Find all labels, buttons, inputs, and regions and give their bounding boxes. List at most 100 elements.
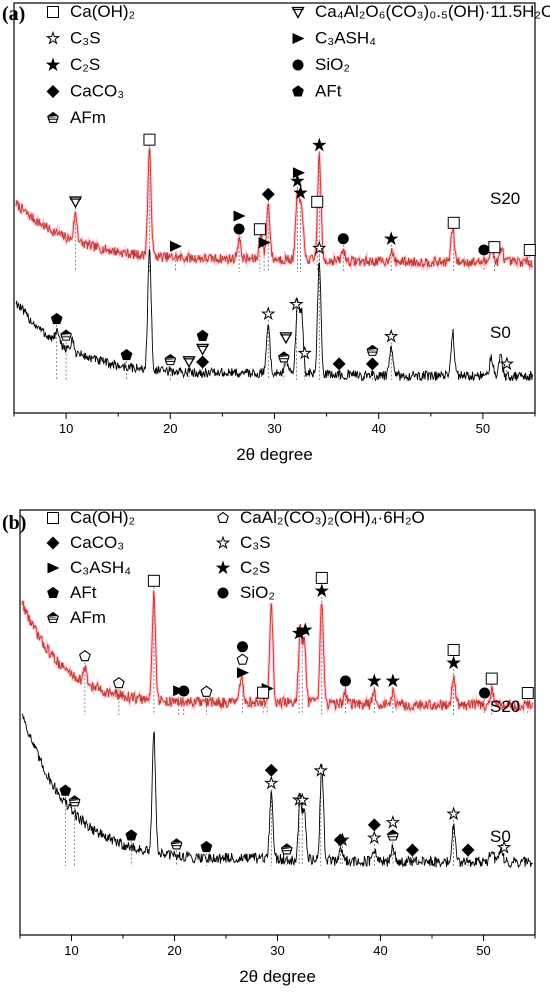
legend-filled-star-icon <box>45 57 61 72</box>
legend-label: C₃ASH₄ <box>315 29 376 48</box>
peak-marker-half-pentagon-icon <box>164 353 177 366</box>
peak-marker-open-star-icon <box>312 240 327 255</box>
peak-marker-filled-triangle-right-icon <box>236 667 249 679</box>
legend-entry: Ca(OH)₂ <box>47 508 135 527</box>
panel-b-peak-markers <box>59 571 534 857</box>
peak-marker-filled-diamond-icon <box>461 843 475 857</box>
legend-entry: C₃S <box>215 533 271 552</box>
peak-marker-open-square-icon <box>447 216 460 229</box>
panel-a-x-ticks: 10 20 30 40 50 <box>13 413 536 436</box>
panel-b-x-axis-title: 2θ degree <box>239 967 316 986</box>
peak-marker-open-square-icon <box>257 686 270 699</box>
legend-open-star-icon <box>45 30 61 45</box>
legend-entry: CaCO₃ <box>46 533 124 552</box>
series-line-s20 <box>21 590 533 712</box>
panel-b-series-lines <box>20 590 535 869</box>
series-label-s0: S0 <box>490 323 511 342</box>
legend-filled-diamond-icon <box>46 536 60 550</box>
peak-marker-filled-pentagon-icon <box>50 312 63 325</box>
peak-marker-open-star-icon <box>289 296 304 311</box>
legend-open-pentagon-icon <box>217 511 229 524</box>
legend-open-triangle-down-icon <box>291 6 305 19</box>
legend-entry: AFm <box>47 608 106 627</box>
series-line-s0 <box>15 248 533 382</box>
legend-filled-circle-icon <box>217 587 229 599</box>
legend-label: AFm <box>70 608 106 627</box>
peak-marker-open-square-icon <box>523 243 536 256</box>
x-tick-label: 10 <box>64 943 78 958</box>
peak-marker-filled-star-icon <box>312 137 327 152</box>
legend-label: CaCO₃ <box>70 533 124 552</box>
peak-marker-filled-triangle-right-icon <box>292 167 305 179</box>
series-line-s0 <box>21 713 533 869</box>
legend-filled-triangle-right-icon <box>292 33 305 44</box>
peak-marker-open-star-icon <box>383 328 399 343</box>
peak-marker-open-star-icon <box>385 814 401 829</box>
peak-marker-filled-diamond-icon <box>264 763 278 777</box>
peak-marker-open-pentagon-icon <box>236 653 249 665</box>
legend-half-pentagon-icon <box>47 111 59 123</box>
peak-marker-filled-circle-icon <box>479 687 491 699</box>
legend-label: C₃ASH₄ <box>70 558 131 577</box>
peak-marker-open-triangle-down-icon <box>182 356 196 369</box>
legend-entry: AFt <box>47 583 97 602</box>
legend-open-square-icon <box>47 512 59 524</box>
legend-label: AFt <box>70 583 97 602</box>
legend-filled-triangle-right-icon <box>47 562 60 574</box>
peak-marker-open-pentagon-icon <box>200 685 213 697</box>
peak-marker-half-pentagon-icon <box>170 838 183 850</box>
peak-marker-half-pentagon-icon <box>366 344 379 356</box>
peak-marker-filled-triangle-right-icon <box>258 237 271 249</box>
legend-entry: AFm <box>47 108 106 127</box>
peak-marker-filled-circle-icon <box>178 685 190 697</box>
peak-marker-filled-diamond-icon <box>261 187 275 201</box>
panel-a: (a) Ca(OH)₂C₃SC₂SCaCO₃AFmCa₄Al₂O₆(CO₃)₀.… <box>2 2 550 464</box>
peak-marker-filled-triangle-right-icon <box>233 210 246 222</box>
legend-filled-pentagon-icon <box>47 586 59 599</box>
legend-filled-pentagon-icon <box>292 85 304 97</box>
x-tick-label: 30 <box>270 943 284 958</box>
legend-label: SiO₂ <box>315 55 350 74</box>
panel-a-series-labels: S20 S0 <box>490 189 520 342</box>
peak-marker-filled-diamond-icon <box>332 357 346 371</box>
x-tick-label: 50 <box>476 421 490 436</box>
panel-b-legend: Ca(OH)₂ CaCO₃ C₃ASH₄ AFt AFm CaAl₂(CO₃)₂(OH)₄… <box>46 508 425 627</box>
legend-filled-star-icon <box>215 560 231 575</box>
peak-marker-open-square-icon <box>253 223 266 236</box>
legend-half-pentagon-icon <box>47 611 59 624</box>
peak-marker-open-square-icon <box>311 195 324 208</box>
legend-filled-circle-icon <box>292 59 304 71</box>
peak-marker-filled-star-icon <box>293 185 308 200</box>
peak-marker-filled-circle-icon <box>236 641 248 653</box>
x-tick-label: 40 <box>371 421 385 436</box>
peak-marker-filled-star-icon <box>298 622 313 637</box>
peak-marker-filled-pentagon-icon <box>196 329 209 341</box>
panel-a-legend: Ca(OH)₂ C₃S C₂S CaCO₃ AFm Ca₄Al₂O₆(CO₃)₀.₅(OH… <box>45 2 550 127</box>
peak-marker-open-triangle-down-icon <box>68 196 83 209</box>
peak-marker-filled-diamond-icon <box>367 818 381 832</box>
x-tick-label: 20 <box>163 421 177 436</box>
peak-marker-open-star-icon <box>446 806 461 821</box>
peak-marker-filled-pentagon-icon <box>59 784 72 796</box>
peak-marker-filled-circle-icon <box>233 223 245 235</box>
peak-marker-open-star-icon <box>264 775 279 790</box>
legend-label: CaAl₂(CO₃)₂(OH)₄·6H₂O <box>240 508 425 527</box>
peak-marker-filled-pentagon-icon <box>125 829 138 841</box>
legend-entry: C₂S <box>215 558 270 577</box>
peak-marker-open-star-icon <box>313 763 328 777</box>
peak-marker-open-square-icon <box>147 574 160 587</box>
peak-marker-half-pentagon-icon <box>68 795 81 807</box>
peak-marker-half-pentagon-icon <box>60 329 72 341</box>
legend-entry: SiO₂ <box>292 55 350 74</box>
legend-entry: CaAl₂(CO₃)₂(OH)₄·6H₂O <box>217 508 425 527</box>
peak-marker-open-triangle-down-icon <box>196 343 210 356</box>
peak-marker-filled-pentagon-icon <box>200 840 213 853</box>
series-label-s0: S0 <box>490 827 511 846</box>
legend-label: Ca₄Al₂O₆(CO₃)₀.₅(OH)·11.5H₂O <box>315 2 550 21</box>
peak-marker-filled-diamond-icon <box>405 843 419 857</box>
peak-marker-filled-star-icon <box>383 231 399 246</box>
legend-label: C₃S <box>70 29 101 48</box>
legend-entry: C₂S <box>45 55 100 74</box>
panel-b-series-labels: S20 S0 <box>490 697 520 846</box>
